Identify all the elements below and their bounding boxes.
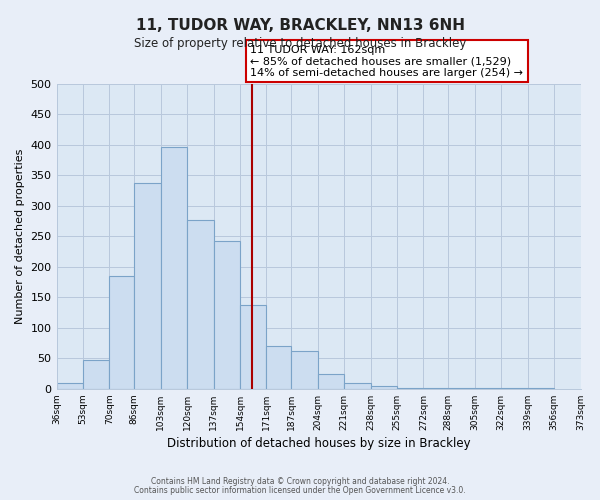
Bar	[240, 306, 266, 389]
Bar	[424, 388, 448, 389]
Y-axis label: Number of detached properties: Number of detached properties	[15, 148, 25, 324]
Bar	[187, 220, 214, 389]
Text: 11, TUDOR WAY, BRACKLEY, NN13 6NH: 11, TUDOR WAY, BRACKLEY, NN13 6NH	[136, 18, 464, 32]
Bar	[501, 388, 527, 389]
Text: Contains public sector information licensed under the Open Government Licence v3: Contains public sector information licen…	[134, 486, 466, 495]
Bar	[475, 388, 501, 389]
Bar	[214, 242, 240, 389]
X-axis label: Distribution of detached houses by size in Brackley: Distribution of detached houses by size …	[167, 437, 470, 450]
Bar	[397, 388, 424, 389]
Bar	[161, 147, 187, 389]
Text: Size of property relative to detached houses in Brackley: Size of property relative to detached ho…	[134, 38, 466, 51]
Bar	[56, 382, 83, 389]
Bar	[344, 382, 371, 389]
Text: 11 TUDOR WAY: 162sqm
← 85% of detached houses are smaller (1,529)
14% of semi-de: 11 TUDOR WAY: 162sqm ← 85% of detached h…	[250, 44, 523, 78]
Text: Contains HM Land Registry data © Crown copyright and database right 2024.: Contains HM Land Registry data © Crown c…	[151, 477, 449, 486]
Bar	[134, 183, 161, 389]
Bar	[83, 360, 109, 389]
Bar	[266, 346, 292, 389]
Bar	[527, 388, 554, 389]
Bar	[318, 374, 344, 389]
Bar	[292, 351, 318, 389]
Bar	[109, 276, 134, 389]
Bar	[448, 388, 475, 389]
Bar	[371, 386, 397, 389]
